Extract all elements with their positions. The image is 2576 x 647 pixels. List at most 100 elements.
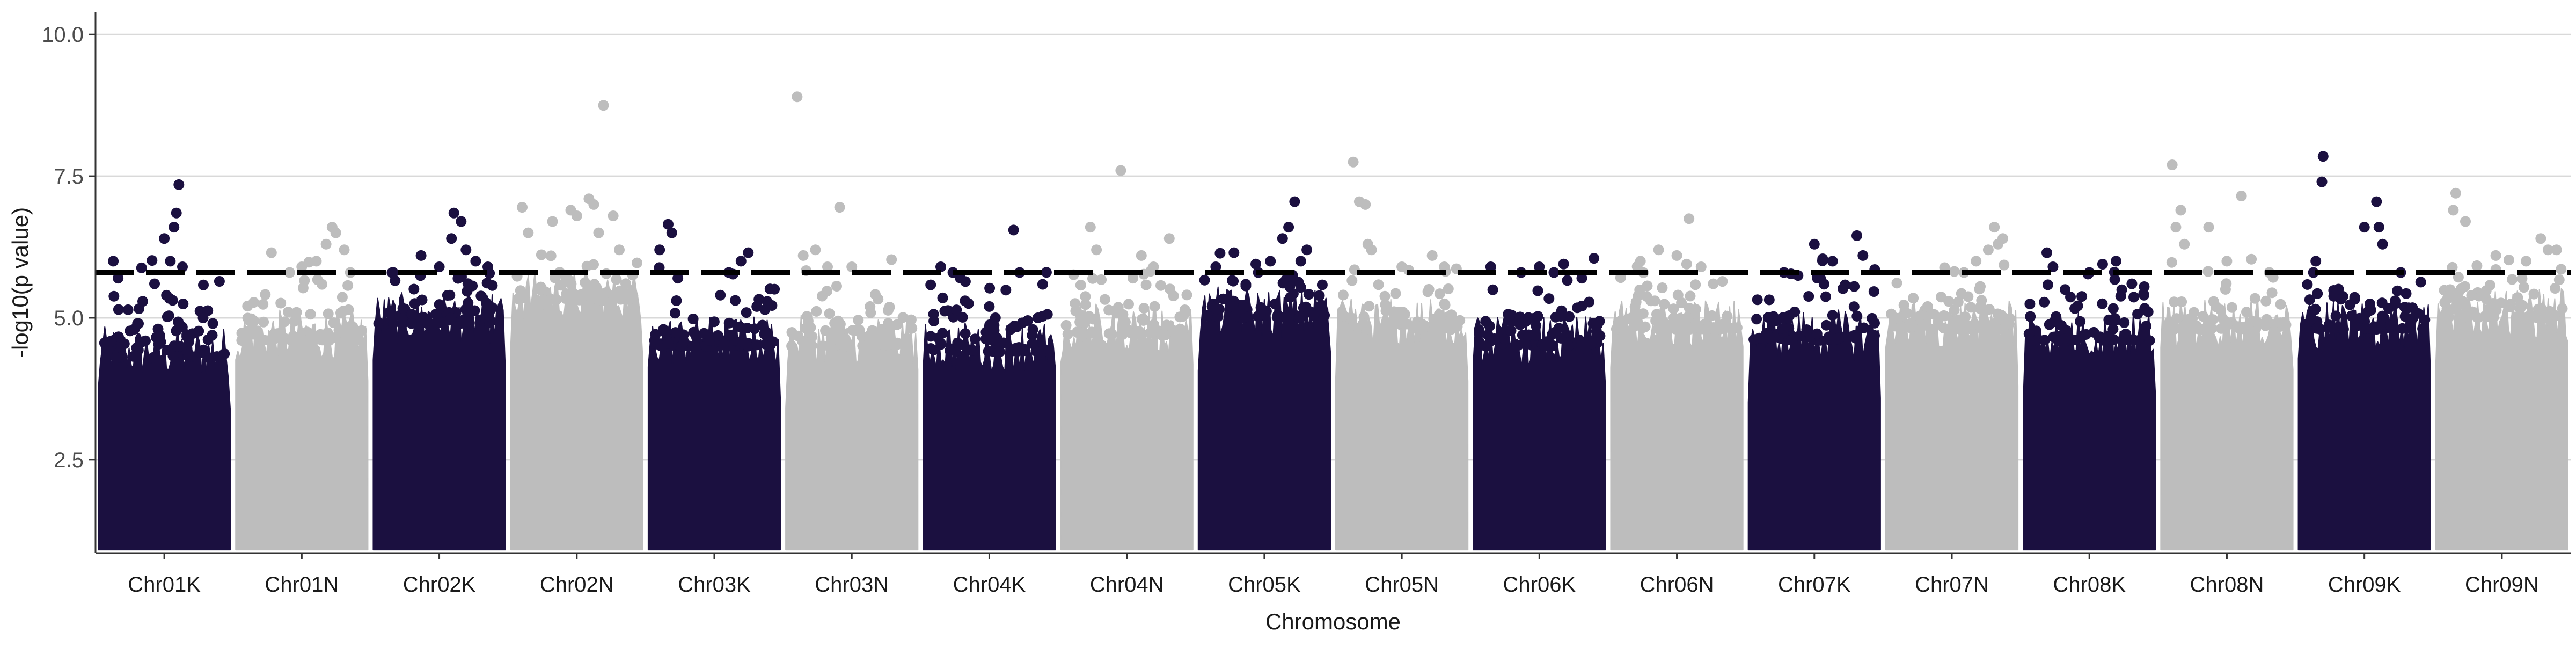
- dense-points: [235, 309, 369, 551]
- peak-point: [1128, 273, 1138, 284]
- peak-point: [1982, 244, 1994, 256]
- data-point: [2438, 310, 2449, 322]
- data-point: [1218, 293, 1229, 304]
- peak-point: [1136, 250, 1147, 261]
- peak-point: [1360, 199, 1371, 210]
- peak-point: [1265, 256, 1276, 267]
- peak-point: [2542, 244, 2553, 256]
- peak-point: [822, 261, 833, 272]
- data-point: [2189, 307, 2200, 318]
- data-point: [1953, 314, 1964, 325]
- data-point: [1088, 314, 1099, 325]
- data-point: [2076, 291, 2088, 302]
- peak-point: [149, 278, 160, 289]
- data-point: [2392, 285, 2403, 296]
- data-point: [373, 318, 384, 329]
- data-point: [171, 325, 182, 337]
- data-point: [671, 295, 682, 306]
- data-point: [817, 290, 828, 302]
- data-point: [2183, 317, 2194, 328]
- data-point: [2042, 279, 2053, 290]
- data-point: [1199, 274, 1210, 286]
- data-point: [2448, 303, 2460, 315]
- data-point: [1160, 329, 1172, 340]
- peak-point: [177, 261, 188, 272]
- data-point: [415, 314, 426, 325]
- peak-point: [1534, 261, 1545, 272]
- data-point: [1584, 296, 1595, 308]
- data-point: [540, 286, 551, 297]
- data-point: [1523, 329, 1534, 340]
- x-tick-label: Chr04N: [1090, 573, 1164, 597]
- data-point: [1555, 311, 1567, 322]
- peak-point: [165, 256, 176, 267]
- data-point: [317, 279, 327, 290]
- data-point: [2166, 257, 2177, 268]
- y-tick-label: 7.5: [54, 165, 84, 188]
- peak-point: [588, 199, 599, 210]
- data-point: [2397, 323, 2408, 334]
- data-point: [291, 307, 302, 318]
- peak-point: [1827, 256, 1838, 267]
- data-point: [1228, 275, 1239, 287]
- data-point: [1294, 311, 1306, 323]
- data-point: [1138, 313, 1149, 324]
- peak-point: [672, 273, 684, 284]
- data-point: [2260, 295, 2272, 307]
- data-point: [968, 345, 979, 356]
- data-point: [409, 298, 420, 309]
- data-point: [173, 316, 184, 328]
- peak-point: [2359, 222, 2370, 233]
- dense-points: [1885, 298, 2019, 551]
- data-point: [1155, 280, 1166, 291]
- data-point: [442, 290, 453, 301]
- dense-points: [1197, 286, 1331, 551]
- data-point: [2333, 283, 2344, 295]
- data-point: [1087, 273, 1098, 284]
- peak-point: [1032, 312, 1043, 323]
- peak-point: [108, 256, 119, 267]
- data-point: [1364, 301, 1375, 312]
- data-point: [1748, 334, 1760, 345]
- data-point: [1717, 276, 1728, 287]
- data-point: [2399, 311, 2411, 322]
- data-point: [397, 303, 408, 314]
- peak-point: [1115, 165, 1126, 176]
- data-point: [198, 279, 209, 290]
- data-point: [162, 311, 173, 322]
- data-point: [2471, 260, 2483, 271]
- peak-point: [1085, 222, 1096, 233]
- data-point: [279, 316, 290, 328]
- data-point: [469, 305, 480, 316]
- data-point: [2330, 310, 2341, 322]
- data-point: [2202, 266, 2214, 277]
- peak-point: [1396, 261, 1408, 272]
- data-point: [2304, 294, 2315, 306]
- dense-points: [1747, 309, 1881, 551]
- data-point: [632, 257, 642, 268]
- peak-point: [1589, 253, 1600, 264]
- data-point: [2128, 292, 2139, 303]
- peak-point: [284, 267, 295, 278]
- data-point: [2417, 323, 2428, 335]
- peak-point: [1366, 244, 1377, 256]
- series-Chr03K: [647, 219, 781, 551]
- data-point: [1019, 345, 1030, 357]
- data-point: [1035, 346, 1046, 358]
- data-point: [1442, 323, 1453, 334]
- peak-point: [387, 267, 399, 278]
- peak-point: [330, 227, 341, 238]
- gridlines: [96, 33, 2571, 461]
- series-Chr01N: [235, 222, 369, 551]
- peak-point: [751, 301, 763, 312]
- data-point: [551, 294, 562, 306]
- x-tick-label: Chr06K: [1503, 573, 1576, 597]
- data-point: [1505, 325, 1517, 336]
- data-point: [757, 319, 768, 331]
- peak-point: [1091, 244, 1102, 256]
- data-point: [2457, 295, 2468, 307]
- data-point: [242, 301, 253, 312]
- data-point: [2103, 330, 2114, 341]
- data-point: [536, 249, 547, 260]
- data-point: [928, 316, 940, 326]
